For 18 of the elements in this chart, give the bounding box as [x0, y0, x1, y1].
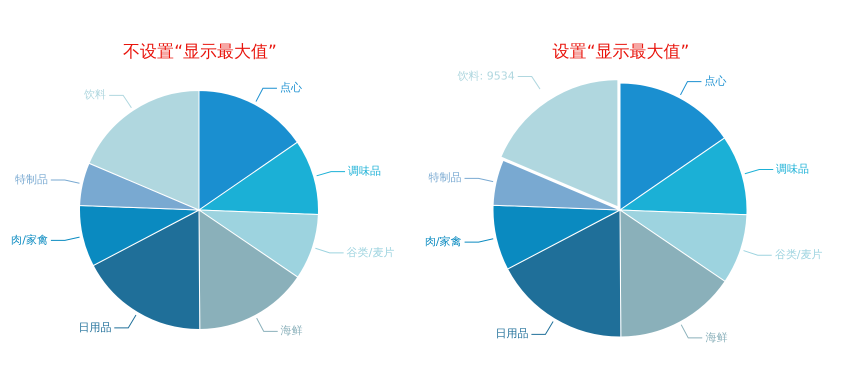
slice-label: 肉/家禽 [11, 233, 48, 246]
slice-label: 特制品 [428, 171, 462, 184]
slice-label: 谷类/麦片 [346, 246, 394, 259]
slice-label: 调味品 [348, 164, 382, 178]
slice-label: 饮料: 9534 [456, 69, 515, 82]
slice-label: 谷类/麦片 [774, 248, 822, 262]
slice-label: 海鲜 [280, 324, 303, 338]
chart-title: 设置“显示最大值” [552, 41, 690, 63]
slice-label: 肉/家禽 [424, 234, 462, 248]
slice-label: 日用品 [78, 320, 112, 334]
slice-label: 特制品 [14, 172, 48, 186]
chart-title: 不设置“显示最大值” [123, 41, 277, 63]
slice-label: 日用品 [495, 327, 528, 340]
slice-label: 调味品 [776, 162, 810, 176]
slice-label: 饮料 [83, 88, 106, 102]
slice-label: 点心 [704, 74, 726, 88]
slice-label: 点心 [280, 81, 302, 94]
slice-label: 海鲜 [705, 330, 728, 344]
